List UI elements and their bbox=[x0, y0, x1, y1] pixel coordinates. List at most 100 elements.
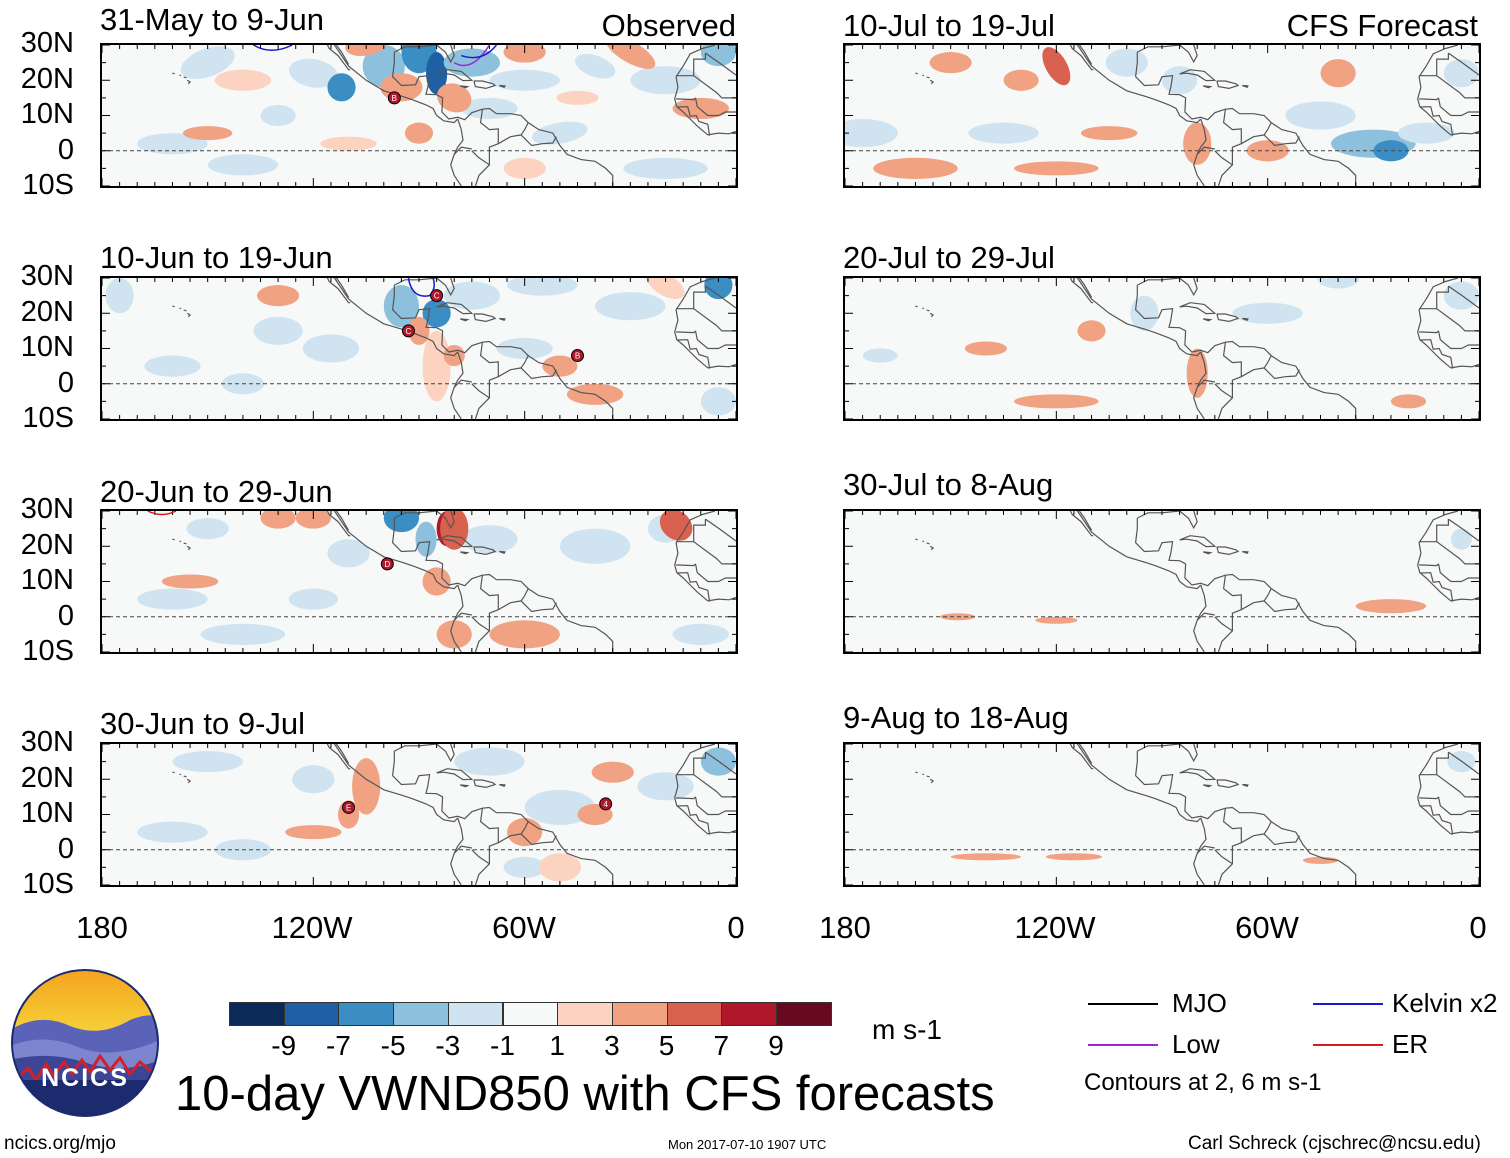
coastline bbox=[676, 53, 707, 77]
map-panel-forecast-3 bbox=[843, 509, 1481, 654]
coastline bbox=[1419, 563, 1439, 567]
map-panel-forecast-2 bbox=[843, 276, 1481, 421]
coastline bbox=[1069, 45, 1094, 71]
coastline bbox=[1241, 588, 1272, 611]
anomaly-shade bbox=[327, 73, 356, 102]
coastline bbox=[1419, 53, 1450, 77]
lat-label: 10S bbox=[22, 635, 74, 667]
colorbar-label: -7 bbox=[325, 1030, 351, 1061]
coastline bbox=[1216, 546, 1240, 556]
tropical-cyclone-icon bbox=[571, 349, 584, 363]
coastline bbox=[1134, 518, 1357, 652]
anomaly-shade bbox=[489, 620, 560, 649]
legend-label-low: Low bbox=[1172, 1029, 1220, 1059]
coastline bbox=[1437, 330, 1479, 350]
anomaly-shade bbox=[137, 588, 208, 610]
colorbar-label: 5 bbox=[658, 1030, 675, 1061]
coastline bbox=[1216, 313, 1240, 323]
tropical-cyclone-icon bbox=[387, 91, 401, 105]
coastline bbox=[1214, 616, 1234, 652]
coastline bbox=[471, 150, 491, 186]
legend-swatch-kelvin bbox=[1313, 1003, 1383, 1005]
anomaly-shade bbox=[1077, 320, 1106, 342]
coastline bbox=[473, 779, 497, 789]
coastline bbox=[1417, 744, 1479, 835]
coastline bbox=[1437, 97, 1479, 117]
anomaly-shade bbox=[105, 278, 134, 314]
coastline bbox=[1076, 744, 1202, 823]
coastline bbox=[1078, 744, 1093, 764]
anomaly-shade bbox=[1014, 394, 1099, 409]
coastline bbox=[677, 106, 711, 136]
panel-title-fc-3: 30-Jul to 8-Aug bbox=[843, 467, 1054, 502]
coastline bbox=[499, 783, 506, 788]
anomaly-shade bbox=[968, 122, 1039, 144]
coastline bbox=[473, 80, 497, 90]
anomaly-shade bbox=[1035, 616, 1078, 624]
anomaly-shade bbox=[295, 511, 331, 529]
coastline bbox=[520, 134, 557, 147]
coastline bbox=[436, 768, 474, 781]
coastline bbox=[1419, 97, 1439, 101]
coastline bbox=[693, 308, 736, 332]
lat-label: 30N bbox=[20, 726, 74, 758]
colorbar-swatch bbox=[338, 1002, 395, 1026]
coastline bbox=[1448, 518, 1479, 542]
anomaly-shade bbox=[144, 355, 201, 377]
coastline bbox=[1448, 751, 1479, 775]
anomaly-shade bbox=[380, 73, 423, 102]
anomaly-shade bbox=[1003, 69, 1039, 91]
coastline bbox=[694, 97, 736, 117]
coastline bbox=[391, 518, 614, 652]
legend-note: Contours at 2, 6 m s-1 bbox=[1084, 1069, 1322, 1096]
coastline bbox=[326, 511, 351, 537]
coastline bbox=[929, 545, 935, 551]
coastline bbox=[694, 563, 736, 583]
anomaly-shade bbox=[1042, 47, 1071, 86]
anomaly-shade bbox=[503, 856, 546, 878]
storm-label: B bbox=[575, 352, 580, 361]
lat-label: 0 bbox=[57, 366, 74, 399]
coastline bbox=[1193, 817, 1207, 885]
forecast-tag: CFS Forecast bbox=[1286, 8, 1478, 43]
coastline bbox=[335, 45, 350, 65]
anomaly-shade bbox=[704, 278, 733, 300]
anomaly-shade bbox=[288, 588, 338, 610]
anomaly-shade bbox=[404, 122, 434, 144]
anomaly-shade bbox=[1014, 161, 1099, 176]
storm-label: 4 bbox=[603, 800, 608, 809]
coastline bbox=[1069, 744, 1094, 770]
colorbar-label: 7 bbox=[713, 1030, 730, 1061]
coastline bbox=[479, 808, 499, 864]
coastline bbox=[1203, 551, 1213, 555]
coastline bbox=[460, 85, 470, 89]
lat-label: 0 bbox=[57, 599, 74, 632]
anomaly-shade bbox=[1316, 278, 1360, 289]
coastline bbox=[1448, 52, 1479, 76]
coastline bbox=[1137, 511, 1198, 530]
coastline bbox=[179, 307, 182, 310]
lat-label: 10N bbox=[20, 564, 74, 596]
coastline bbox=[693, 75, 736, 99]
anomaly-shade bbox=[1373, 140, 1409, 162]
coastline bbox=[1214, 849, 1234, 885]
coastline bbox=[479, 575, 499, 631]
coastline bbox=[1437, 796, 1479, 816]
coastline bbox=[705, 52, 736, 76]
panel-title-obs-3: 20-Jun to 29-Jun bbox=[100, 474, 333, 509]
colorbar-swatch bbox=[666, 1002, 723, 1026]
coastline bbox=[394, 744, 455, 763]
coastline bbox=[498, 588, 529, 611]
coastline bbox=[1137, 45, 1198, 64]
coastline bbox=[1196, 146, 1215, 155]
coastline bbox=[453, 146, 472, 155]
map-field bbox=[845, 45, 1479, 186]
coastline bbox=[1069, 511, 1094, 537]
legend-swatch-low bbox=[1088, 1044, 1158, 1046]
coastline bbox=[1137, 278, 1198, 297]
coastline bbox=[705, 518, 736, 542]
colorbar-swatch bbox=[229, 1002, 285, 1026]
lat-label: 10S bbox=[22, 868, 74, 900]
coastline bbox=[676, 97, 696, 101]
